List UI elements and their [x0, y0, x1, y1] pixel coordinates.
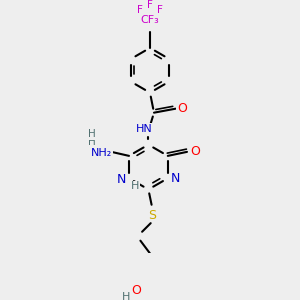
Text: H: H — [88, 137, 96, 147]
Text: F: F — [157, 4, 163, 14]
Text: HN: HN — [136, 124, 153, 134]
Text: H: H — [122, 292, 130, 300]
Text: N: N — [116, 173, 126, 186]
Text: H: H — [88, 129, 96, 139]
Text: O: O — [177, 102, 187, 115]
Text: N: N — [171, 172, 180, 185]
Text: CF₃: CF₃ — [141, 15, 159, 25]
Text: F: F — [147, 0, 153, 10]
Text: O: O — [190, 146, 200, 158]
Text: S: S — [148, 208, 156, 222]
Text: O: O — [131, 284, 141, 297]
Text: H: H — [131, 181, 140, 191]
Text: F: F — [137, 4, 143, 14]
Text: NH₂: NH₂ — [91, 148, 112, 158]
